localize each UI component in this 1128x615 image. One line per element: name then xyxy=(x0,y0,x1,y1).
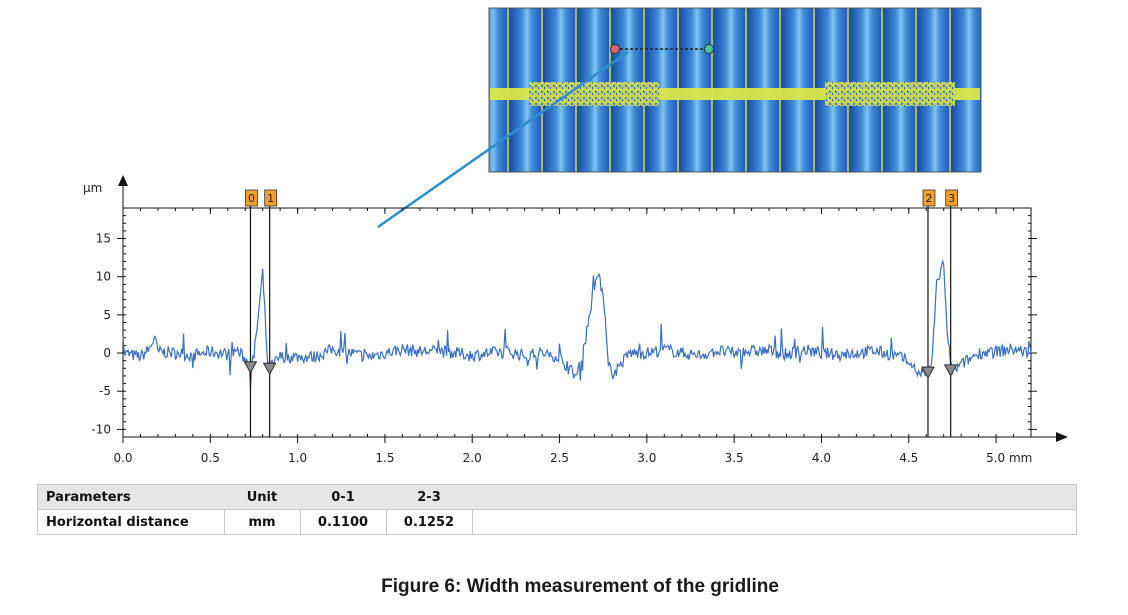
x-tick-label: 0.5 xyxy=(201,451,220,465)
cell-2-3: 0.1252 xyxy=(385,509,473,535)
header-empty xyxy=(472,484,1077,510)
y-unit-label: µm xyxy=(83,181,102,195)
x-tick-label: 3.0 xyxy=(637,451,656,465)
header-unit: Unit xyxy=(224,484,300,510)
red-dot-icon xyxy=(610,44,620,54)
header-parameters: Parameters xyxy=(37,484,224,510)
cursor-label: 0 xyxy=(248,192,255,205)
figure-caption: Figure 6: Width measurement of the gridl… xyxy=(381,576,779,597)
x-tick-label: 1.5 xyxy=(375,451,394,465)
y-axis-arrow xyxy=(118,175,128,186)
header-2-3: 2-3 xyxy=(386,484,472,510)
x-axis-arrow xyxy=(1056,432,1068,442)
parameters-table: Parameters Unit 0-1 2-3 Horizontal dista… xyxy=(37,484,1077,535)
cursor-marker-0[interactable]: 0 xyxy=(243,189,258,437)
cursor-triangle-icon xyxy=(943,364,958,377)
cell-empty xyxy=(471,509,1077,535)
y-tick-label: 5 xyxy=(103,308,111,322)
cursor-marker-2[interactable]: 2 xyxy=(921,189,936,437)
cursor-label-box xyxy=(245,189,258,207)
cursor-label-box xyxy=(945,189,959,207)
cursor-label-box xyxy=(264,189,278,207)
cursor-label: 2 xyxy=(925,192,932,205)
profile-chart: µm 0.0 0.5 1.0 1.5 2.0 2.5 3.0 3.5 4.0 4.5 5.0 mm 1… xyxy=(83,7,1068,465)
x-tick-label: 4.0 xyxy=(812,451,831,465)
y-tick-label: -10 xyxy=(91,422,111,436)
x-tick-label: 5.0 mm xyxy=(986,451,1032,465)
y-tick-label: 10 xyxy=(96,270,111,284)
y-tick-label: 15 xyxy=(96,232,111,246)
x-tick-label: 3.5 xyxy=(725,451,744,465)
gridline-microscope-image xyxy=(488,7,982,173)
cursor-marker-1[interactable]: 1 xyxy=(262,189,278,437)
cell-unit: mm xyxy=(223,509,301,535)
x-tick-label: 0.0 xyxy=(113,451,132,465)
x-tick-label: 2.5 xyxy=(550,451,569,465)
x-tick-label: 1.0 xyxy=(288,451,307,465)
header-0-1: 0-1 xyxy=(300,484,386,510)
cursor-triangle-icon xyxy=(243,361,258,374)
cursor-triangle-icon xyxy=(262,362,277,376)
green-dot-icon xyxy=(704,44,714,54)
y-tick-label: 0 xyxy=(103,346,111,360)
cursor-label: 1 xyxy=(267,192,274,205)
cursor-triangle-icon xyxy=(921,366,935,380)
table-row: Horizontal distance mm 0.1100 0.1252 xyxy=(37,509,1077,535)
cursor-label: 3 xyxy=(948,192,955,205)
x-tick-label: 2.0 xyxy=(463,451,482,465)
x-tick-label: 4.5 xyxy=(899,451,918,465)
cell-parameter: Horizontal distance xyxy=(37,509,225,535)
callout-line xyxy=(377,50,629,229)
plot-frame xyxy=(122,207,1032,438)
cell-0-1: 0.1100 xyxy=(299,509,387,535)
cursor-label-box xyxy=(922,189,936,207)
series-line xyxy=(122,258,1032,389)
cursor-marker-3[interactable]: 3 xyxy=(943,189,959,437)
y-tick-label: -5 xyxy=(99,384,111,398)
table-header-row: Parameters Unit 0-1 2-3 xyxy=(37,484,1077,510)
